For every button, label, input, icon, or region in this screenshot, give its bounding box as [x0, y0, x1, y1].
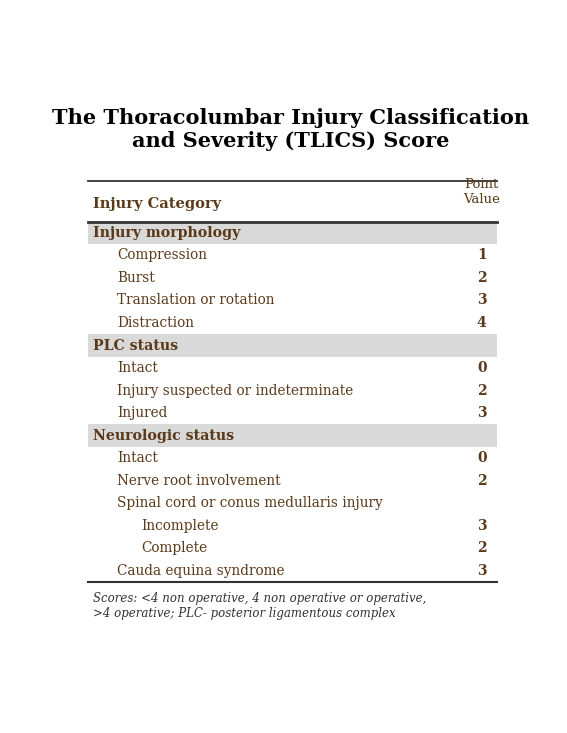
Bar [88, 379, 497, 402]
Text: 2: 2 [477, 271, 486, 285]
Text: Injured: Injured [117, 406, 167, 420]
Text: PLC status: PLC status [93, 339, 178, 353]
Text: Compression: Compression [117, 248, 207, 262]
Bar [88, 492, 497, 515]
Text: Complete: Complete [141, 541, 208, 555]
Text: 2: 2 [477, 383, 486, 397]
Text: Intact: Intact [117, 451, 158, 465]
Bar [88, 469, 497, 492]
Text: Neurologic status: Neurologic status [93, 429, 234, 443]
Text: Distraction: Distraction [117, 316, 194, 330]
Bar [88, 267, 497, 290]
Text: Injury Category: Injury Category [93, 197, 221, 211]
Bar [88, 402, 497, 424]
Text: 4: 4 [477, 316, 486, 330]
Bar [88, 424, 497, 447]
Text: 3: 3 [477, 293, 486, 308]
Bar [88, 244, 497, 267]
Text: 2: 2 [477, 541, 486, 555]
Text: Spinal cord or conus medullaris injury: Spinal cord or conus medullaris injury [117, 496, 383, 510]
Text: 3: 3 [477, 406, 486, 420]
Text: Intact: Intact [117, 361, 158, 375]
Text: 1: 1 [477, 248, 486, 262]
Bar [88, 312, 497, 334]
Text: The Thoracolumbar Injury Classification
and Severity (TLICS) Score: The Thoracolumbar Injury Classification … [52, 108, 529, 151]
Text: 3: 3 [477, 518, 486, 533]
Bar [88, 290, 497, 312]
Text: Cauda equina syndrome: Cauda equina syndrome [117, 564, 285, 578]
Bar [88, 515, 497, 537]
Text: Injury morphology: Injury morphology [93, 226, 240, 240]
Text: Translation or rotation: Translation or rotation [117, 293, 274, 308]
Bar [88, 334, 497, 357]
Text: 3: 3 [477, 564, 486, 578]
Text: Incomplete: Incomplete [141, 518, 219, 533]
Bar [88, 357, 497, 379]
Text: Burst: Burst [117, 271, 155, 285]
Bar [88, 447, 497, 469]
Text: Scores: <4 non operative, 4 non operative or operative,
>4 operative; PLC- poste: Scores: <4 non operative, 4 non operativ… [93, 592, 426, 620]
Text: Injury suspected or indeterminate: Injury suspected or indeterminate [117, 383, 353, 397]
Text: 0: 0 [477, 361, 486, 375]
Text: Nerve root involvement: Nerve root involvement [117, 474, 281, 487]
Text: 0: 0 [477, 451, 486, 465]
Text: 2: 2 [477, 474, 486, 487]
Bar [88, 559, 497, 582]
Bar [88, 221, 497, 244]
Bar [88, 537, 497, 559]
Text: Point
Value: Point Value [463, 178, 500, 206]
